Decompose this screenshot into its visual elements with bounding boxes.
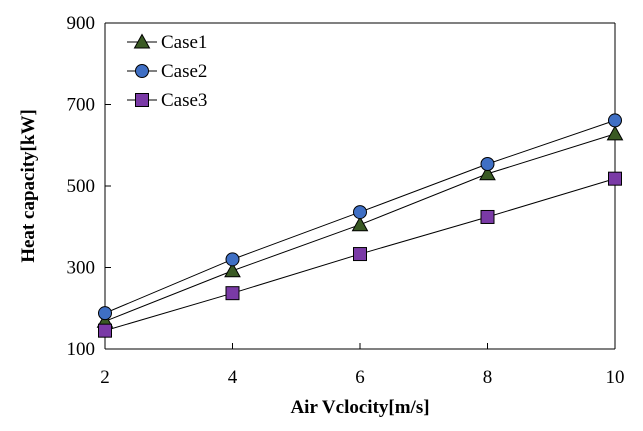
x-tick-label: 8 [483,367,493,388]
data-point-case1 [479,165,496,181]
data-point-case2 [480,156,495,171]
data-point-case3 [98,323,112,338]
data-point-case2 [353,205,367,220]
data-point-case2 [98,306,112,321]
x-tick-label: 2 [100,367,110,388]
legend-item-case2: Case2 [127,61,207,82]
legend-label: Case1 [161,32,207,53]
data-point-case2 [608,113,622,128]
legend-label: Case3 [161,90,207,111]
data-point-case2 [225,252,240,267]
data-point-case3 [608,171,622,186]
data-point-case3 [353,247,367,262]
y-tick-label: 900 [67,13,96,34]
x-axis-label: Air Vclocity[m/s] [290,397,429,418]
legend-marker [135,93,149,107]
data-point-case1 [224,262,241,278]
legend-marker [135,64,149,78]
data-point-case3 [225,286,240,301]
y-tick-label: 100 [67,339,96,360]
legend-label: Case2 [161,61,207,82]
series-markers [96,113,624,338]
ticks: 100 300 500 700 900 2 4 6 8 10 [67,13,625,388]
data-point-case1 [351,216,369,232]
x-tick-label: 6 [355,367,365,388]
x-tick-label: 4 [228,367,238,388]
legend-item-case3: Case3 [127,90,207,111]
data-point-case1 [606,125,624,141]
legend: Case1 Case2 Case3 [127,32,207,111]
legend-item-case1: Case1 [127,32,207,53]
legend-marker [133,33,151,49]
x-tick-label: 10 [606,367,625,388]
y-axis-label: Heat capacity[kW] [18,109,39,263]
y-tick-label: 500 [67,176,96,197]
data-point-case3 [480,209,495,224]
y-tick-label: 300 [67,258,96,279]
y-tick-label: 700 [67,95,96,116]
